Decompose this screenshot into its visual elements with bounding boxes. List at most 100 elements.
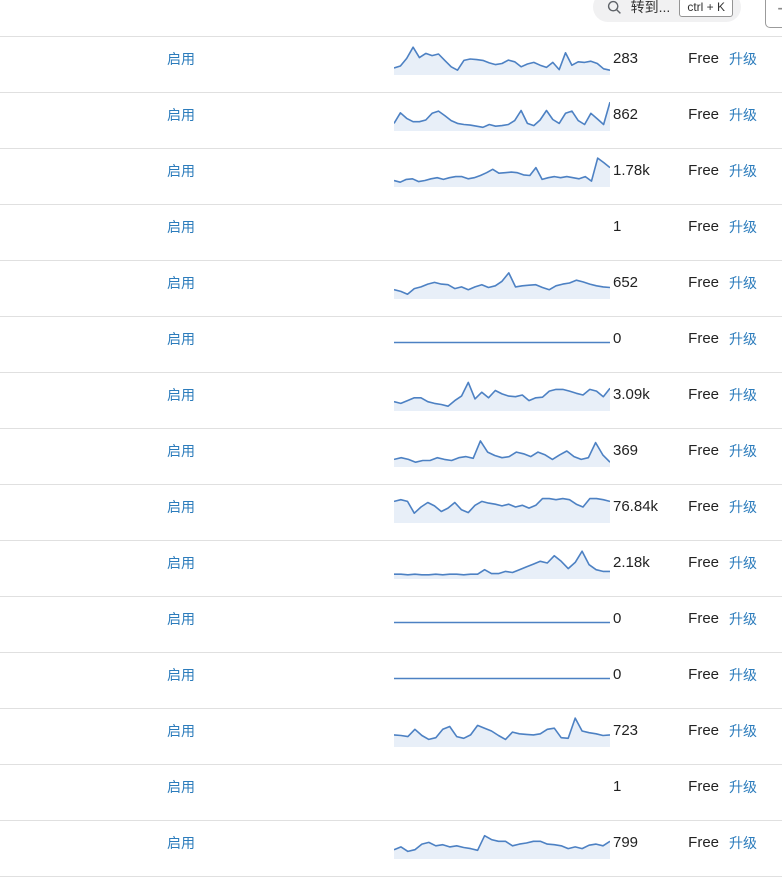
table-row-content: 启用 862 Free 升级 (0, 99, 782, 131)
upgrade-link[interactable]: 升级 (729, 610, 757, 627)
plan-cell: Free 升级 (688, 665, 782, 685)
status-enabled-link[interactable]: 启用 (167, 218, 195, 235)
plan-label: Free (688, 330, 719, 347)
upgrade-link[interactable]: 升级 (729, 834, 757, 851)
plan-cell: Free 升级 (688, 721, 782, 741)
request-count: 369 (613, 442, 639, 459)
search-box[interactable]: 转到... ctrl + K (592, 0, 741, 22)
table-row: 启用 0 Free 升级 (0, 597, 782, 653)
plan-cell: Free 升级 (688, 777, 782, 797)
table-row: 启用 862 Free 升级 (0, 93, 782, 149)
status-enabled-link[interactable]: 启用 (167, 666, 195, 683)
upgrade-link[interactable]: 升级 (729, 330, 757, 347)
table-row: 启用 283 Free 升级 (0, 37, 782, 93)
status-enabled-link[interactable]: 启用 (167, 834, 195, 851)
table-row: 启用 723 Free 升级 (0, 709, 782, 765)
upgrade-link[interactable]: 升级 (729, 162, 757, 179)
status-cell: 启用 (0, 553, 394, 573)
table-row: 启用 1.78k Free 升级 (0, 149, 782, 205)
status-cell: 启用 (0, 721, 394, 741)
status-enabled-link[interactable]: 启用 (167, 778, 195, 795)
request-count: 1 (613, 778, 622, 795)
plan-cell: Free 升级 (688, 441, 782, 461)
upgrade-link[interactable]: 升级 (729, 386, 757, 403)
table-row-content: 启用 799 Free 升级 (0, 827, 782, 859)
plan-label: Free (688, 218, 719, 235)
request-count: 76.84k (613, 498, 659, 515)
request-count: 723 (613, 722, 639, 739)
plan-label: Free (688, 666, 719, 683)
upgrade-link[interactable]: 升级 (729, 218, 757, 235)
table-row: 启用 1 Free 升级 (0, 765, 782, 821)
table-row-content: 启用 76.84k Free 升级 (0, 491, 782, 523)
traffic-sparkline (394, 211, 610, 243)
status-enabled-link[interactable]: 启用 (167, 442, 195, 459)
upgrade-link[interactable]: 升级 (729, 106, 757, 123)
traffic-sparkline (394, 547, 610, 579)
status-cell: 启用 (0, 385, 394, 405)
add-site-button[interactable]: + (765, 0, 782, 28)
table-row-content: 启用 0 Free 升级 (0, 323, 782, 355)
status-enabled-link[interactable]: 启用 (167, 554, 195, 571)
traffic-sparkline (394, 99, 610, 131)
request-count: 1 (613, 218, 622, 235)
upgrade-link[interactable]: 升级 (729, 778, 757, 795)
plan-label: Free (688, 498, 719, 515)
upgrade-link[interactable]: 升级 (729, 666, 757, 683)
status-cell: 启用 (0, 665, 394, 685)
plan-label: Free (688, 162, 719, 179)
status-enabled-link[interactable]: 启用 (167, 162, 195, 179)
plan-label: Free (688, 554, 719, 571)
plan-cell: Free 升级 (688, 329, 782, 349)
status-enabled-link[interactable]: 启用 (167, 274, 195, 291)
status-cell: 启用 (0, 497, 394, 517)
table-row: 启用 2.18k Free 升级 (0, 541, 782, 597)
status-cell: 启用 (0, 609, 394, 629)
traffic-sparkline (394, 379, 610, 411)
request-count: 0 (613, 666, 622, 683)
upgrade-link[interactable]: 升级 (729, 498, 757, 515)
status-enabled-link[interactable]: 启用 (167, 498, 195, 515)
upgrade-link[interactable]: 升级 (729, 722, 757, 739)
plan-cell: Free 升级 (688, 553, 782, 573)
status-cell: 启用 (0, 777, 394, 797)
status-enabled-link[interactable]: 启用 (167, 386, 195, 403)
traffic-sparkline (394, 603, 610, 635)
plus-icon: + (777, 0, 782, 20)
table-row: 启用 0 Free 升级 (0, 317, 782, 373)
request-count: 2.18k (613, 554, 650, 571)
plan-cell: Free 升级 (688, 385, 782, 405)
table-row-content: 启用 369 Free 升级 (0, 435, 782, 467)
request-count: 652 (613, 274, 639, 291)
status-enabled-link[interactable]: 启用 (167, 330, 195, 347)
table-row-content: 启用 0 Free 升级 (0, 659, 782, 691)
upgrade-link[interactable]: 升级 (729, 442, 757, 459)
status-enabled-link[interactable]: 启用 (167, 722, 195, 739)
upgrade-link[interactable]: 升级 (729, 50, 757, 67)
traffic-sparkline (394, 435, 610, 467)
sites-table: 启用 283 Free 升级 启用 862 Free 升级 启用 (0, 37, 782, 877)
status-enabled-link[interactable]: 启用 (167, 50, 195, 67)
request-count: 0 (613, 610, 622, 627)
table-row-content: 启用 2.18k Free 升级 (0, 547, 782, 579)
status-enabled-link[interactable]: 启用 (167, 106, 195, 123)
plan-label: Free (688, 610, 719, 627)
table-row: 启用 799 Free 升级 (0, 821, 782, 877)
plan-label: Free (688, 778, 719, 795)
plan-cell: Free 升级 (688, 609, 782, 629)
plan-cell: Free 升级 (688, 161, 782, 181)
status-cell: 启用 (0, 105, 394, 125)
upgrade-link[interactable]: 升级 (729, 554, 757, 571)
request-count: 799 (613, 834, 639, 851)
plan-cell: Free 升级 (688, 833, 782, 853)
topbar: 转到... ctrl + K + (0, 0, 782, 37)
status-enabled-link[interactable]: 启用 (167, 610, 195, 627)
request-count: 0 (613, 330, 622, 347)
status-cell: 启用 (0, 217, 394, 237)
status-cell: 启用 (0, 273, 394, 293)
status-cell: 启用 (0, 161, 394, 181)
upgrade-link[interactable]: 升级 (729, 274, 757, 291)
table-row-content: 启用 0 Free 升级 (0, 603, 782, 635)
table-row: 启用 76.84k Free 升级 (0, 485, 782, 541)
